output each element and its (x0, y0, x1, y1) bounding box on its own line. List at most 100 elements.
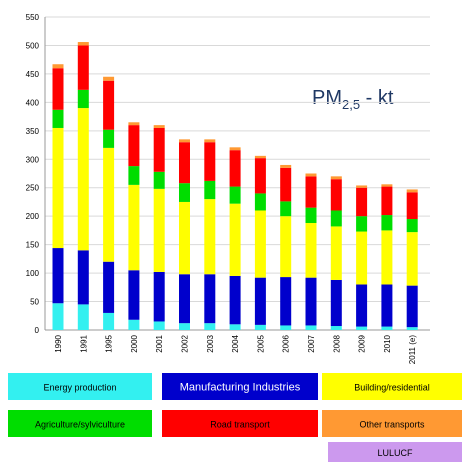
bar-segment (280, 277, 292, 326)
bar-segment (128, 125, 140, 167)
bar-segment (305, 176, 317, 208)
bar-segment (356, 187, 368, 217)
bar-segment (128, 319, 140, 330)
bar-segment (204, 180, 216, 200)
bar-segment (254, 324, 266, 330)
bar-segment (153, 188, 165, 272)
x-tick-label: 2003 (206, 334, 215, 352)
legend-swatch (322, 373, 462, 400)
bar-segment (128, 122, 140, 126)
bar-segment (128, 166, 140, 185)
x-tick-label: 2008 (332, 334, 341, 352)
x-tick-label: 1995 (105, 334, 114, 352)
bar-segment (381, 184, 393, 187)
bar-segment (77, 45, 89, 90)
x-tick-label: 2000 (130, 334, 139, 352)
x-tick-label: 2007 (307, 334, 316, 352)
bar-segment (406, 189, 418, 193)
bar-segment (128, 270, 140, 320)
x-tick-label: 2009 (358, 334, 367, 352)
bar-segment (204, 199, 216, 275)
x-tick-label: 2006 (282, 334, 291, 352)
bar-segment (406, 219, 418, 233)
y-tick-label: 0 (35, 326, 40, 335)
bar-segment (128, 184, 140, 271)
bar-segment (280, 167, 292, 202)
y-tick-label: 450 (26, 70, 40, 79)
bar-segment (330, 279, 342, 327)
bar-segment (103, 261, 115, 313)
bar-segment (204, 323, 216, 330)
y-tick-label: 400 (26, 98, 40, 107)
legend-label: Energy production (43, 383, 116, 393)
bar-segment (204, 139, 216, 143)
bar-segment (229, 275, 241, 325)
bar-segment (381, 215, 393, 231)
bar-segment (254, 277, 266, 325)
x-tick-label: 2001 (155, 334, 164, 352)
bar-segment (254, 158, 266, 194)
bar-segment (406, 285, 418, 328)
bar-segment (77, 108, 89, 251)
y-tick-label: 500 (26, 41, 40, 50)
bar-segment (406, 232, 418, 286)
y-tick-label: 50 (30, 298, 39, 307)
bar-segment (52, 64, 64, 69)
bar-segment (77, 250, 89, 305)
bar-segment (229, 147, 241, 151)
bar-segment (204, 142, 216, 181)
bar-segment (305, 223, 317, 278)
y-tick-label: 250 (26, 184, 40, 193)
bar-segment (179, 201, 190, 275)
bar-segment (153, 321, 165, 330)
y-tick-label: 300 (26, 155, 40, 164)
bar-segment (280, 164, 292, 168)
bar-segment (280, 325, 292, 330)
x-tick-label: 2005 (256, 334, 265, 352)
bar-segment (179, 274, 190, 324)
bar-segment (179, 183, 190, 202)
bar-segment (254, 193, 266, 211)
bar-segment (179, 139, 190, 143)
bar-segment (381, 186, 393, 216)
x-tick-label: 2004 (231, 334, 240, 352)
bar-segment (305, 207, 317, 224)
legend-swatch (328, 442, 462, 462)
bar-segment (356, 231, 368, 285)
bar-segment (77, 89, 89, 109)
y-tick-label: 100 (26, 269, 40, 278)
bar-segment (330, 326, 342, 330)
bar-segment (52, 68, 64, 110)
bar-segment (305, 325, 317, 330)
legend-swatch (162, 410, 318, 437)
x-tick-label: 2002 (181, 334, 190, 352)
bar-segment (356, 284, 368, 327)
legend-swatch (8, 410, 152, 437)
legend-label: Building/residential (354, 383, 430, 393)
bar-segment (103, 147, 115, 262)
bar-segment (280, 216, 292, 278)
bar-segment (153, 171, 165, 189)
bar-segment (103, 80, 115, 130)
bar-segment (381, 284, 393, 327)
bar-segment (330, 210, 342, 227)
bar-segment (330, 176, 342, 180)
bar-segment (77, 304, 89, 330)
legend-swatch (322, 410, 462, 437)
bar-segment (254, 155, 266, 159)
x-tick-label: 2010 (383, 334, 392, 352)
legend-label: Agriculture/sylviculture (35, 420, 125, 430)
legend-label: Other transports (359, 420, 425, 430)
bar-segment (179, 323, 190, 330)
bar-segment (330, 179, 342, 211)
bar-segment (52, 303, 64, 330)
bar-segment (153, 271, 165, 322)
legend-label: Manufacturing Industries (180, 382, 301, 394)
bar-segment (254, 210, 266, 278)
bar-segment (77, 42, 89, 46)
bar-segment (52, 127, 64, 249)
bar-segment (381, 326, 393, 330)
legend-swatch (8, 373, 152, 400)
bar-segment (52, 248, 64, 304)
